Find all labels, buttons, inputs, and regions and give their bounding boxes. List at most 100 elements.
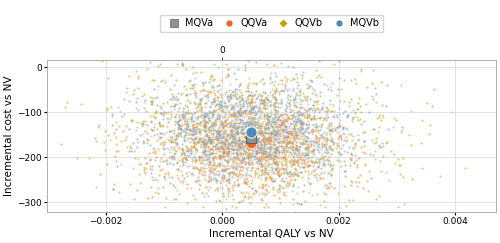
Point (262, 148, 270, 152)
Point (231, 130, 239, 134)
Point (228, 132, 236, 136)
Point (283, 88, 291, 92)
Point (238, 122, 246, 125)
Point (252, 160, 260, 164)
Point (319, 158, 327, 162)
Point (204, 95, 212, 99)
Point (250, 128, 258, 132)
Point (406, 109, 414, 113)
Point (239, 121, 247, 124)
Point (272, 137, 280, 141)
Point (270, 129, 278, 133)
Point (245, 174, 253, 177)
Point (197, 107, 205, 111)
Point (164, 124, 172, 128)
Point (231, 127, 239, 131)
Point (318, 145, 326, 148)
Point (234, 130, 242, 134)
Point (120, 97, 128, 101)
Point (288, 134, 296, 138)
Point (324, 185, 332, 189)
Point (313, 106, 321, 110)
Point (340, 131, 347, 135)
Point (150, 151, 158, 155)
Point (152, 138, 160, 142)
Point (186, 132, 194, 136)
Point (148, 185, 156, 189)
Point (208, 156, 216, 160)
Point (174, 133, 182, 137)
Point (260, 114, 268, 118)
Point (242, 140, 250, 144)
Point (150, 87, 158, 91)
Point (346, 132, 354, 136)
Point (337, 152, 345, 156)
Point (184, 148, 192, 152)
Point (304, 82, 312, 86)
Point (278, 101, 285, 105)
Point (306, 144, 314, 148)
Point (310, 162, 318, 165)
Point (290, 139, 298, 143)
Point (204, 163, 212, 166)
Point (272, 159, 280, 163)
Point (300, 130, 308, 134)
Point (221, 138, 229, 142)
Point (240, 152, 248, 156)
Point (128, 119, 136, 123)
Point (362, 151, 370, 155)
Point (150, 133, 158, 137)
Point (356, 117, 364, 121)
Point (213, 102, 221, 105)
Point (186, 151, 194, 155)
Point (186, 136, 194, 140)
Point (240, 157, 248, 161)
Point (219, 150, 227, 154)
Point (241, 122, 249, 126)
Point (259, 151, 267, 155)
Point (288, 163, 296, 167)
Point (300, 120, 308, 124)
Point (267, 170, 275, 174)
Point (202, 141, 210, 145)
Point (244, 51, 252, 54)
Point (192, 125, 200, 129)
Point (372, 197, 380, 200)
Point (214, 147, 222, 150)
Point (146, 167, 154, 171)
Point (244, 150, 252, 154)
Point (276, 118, 284, 122)
Point (270, 132, 278, 136)
Point (181, 119, 189, 123)
Point (266, 142, 274, 146)
Point (322, 183, 330, 187)
Point (253, 133, 261, 137)
Point (322, 126, 330, 130)
Point (342, 126, 350, 130)
Point (293, 160, 301, 164)
Point (198, 191, 206, 195)
Point (236, 117, 244, 121)
Point (201, 216, 209, 220)
Point (244, 155, 252, 158)
Point (265, 175, 273, 179)
Point (188, 111, 196, 115)
Point (274, 130, 282, 134)
Point (363, 179, 371, 183)
Point (310, 129, 318, 133)
Point (160, 140, 168, 144)
Point (168, 115, 175, 119)
Point (322, 148, 330, 152)
Point (216, 154, 224, 157)
Point (324, 171, 332, 175)
Point (234, 114, 242, 118)
Point (284, 154, 292, 158)
Point (324, 108, 332, 112)
Point (180, 117, 188, 121)
Point (182, 230, 190, 234)
Point (131, 156, 139, 160)
Point (240, 104, 248, 108)
Point (308, 164, 316, 168)
Point (225, 177, 233, 181)
Point (246, 131, 254, 135)
